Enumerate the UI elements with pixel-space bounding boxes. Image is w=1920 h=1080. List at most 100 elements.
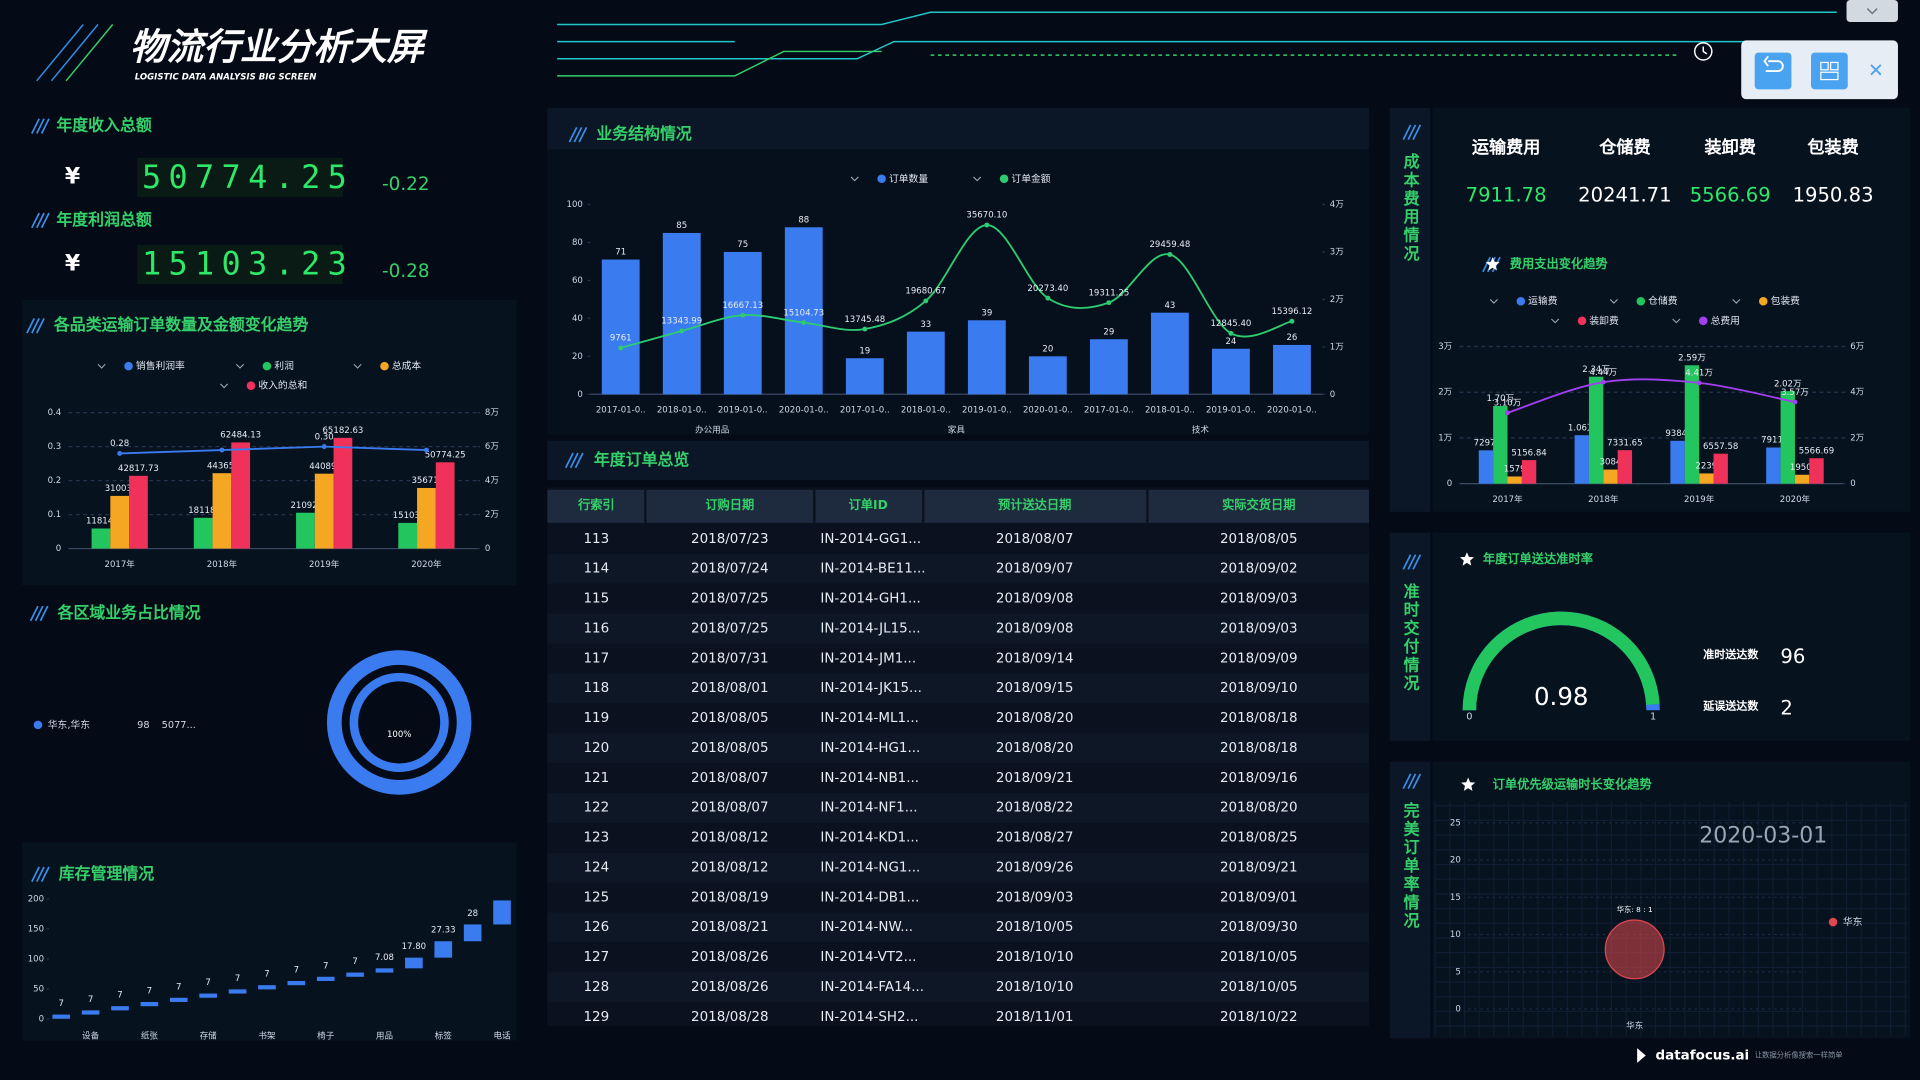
hatch-icon — [39, 605, 49, 622]
line-point — [117, 450, 123, 456]
hatch-icon — [1407, 773, 1417, 789]
table-cell: IN-2014-NG1... — [820, 860, 920, 875]
data-label: 3.57万 — [1781, 388, 1809, 398]
x-tick-label: 2019年 — [1684, 493, 1715, 505]
stat-label: 准时送达数 — [1703, 647, 1759, 661]
table-cell: IN-2014-JL15... — [820, 621, 920, 636]
table-cell: 2018/09/01 — [1220, 890, 1298, 905]
bar — [723, 251, 762, 395]
hatch-icon — [1412, 554, 1422, 570]
x-tick-label: 2020年 — [1780, 493, 1811, 505]
table-cell: 2018/07/25 — [691, 592, 769, 607]
y-tick-label: 200 — [28, 894, 44, 904]
column-header: 订购日期 — [705, 497, 754, 512]
y-tick-label: 15 — [1450, 893, 1461, 903]
legend-marker — [1636, 296, 1646, 306]
bar — [140, 1001, 159, 1007]
column-header: 预计送达日期 — [998, 497, 1071, 512]
dashboard-title: 物流行业分析大屏 — [130, 25, 428, 68]
data-label: 1579 — [1504, 465, 1526, 475]
table-row — [547, 822, 1369, 853]
x-tick-label: 2017-01-0.. — [840, 406, 890, 416]
table-cell: 2018/09/03 — [1220, 621, 1298, 636]
table-row — [547, 763, 1369, 793]
y-tick-label: 150 — [28, 924, 44, 934]
gauge-max: 1 — [1650, 711, 1656, 722]
back-button[interactable] — [1754, 52, 1792, 90]
data-label: 7 — [235, 974, 240, 984]
data-label: 12845.40 — [1210, 319, 1251, 329]
data-label: 7 — [147, 986, 152, 996]
section-title: 成本费用情况 — [1401, 152, 1420, 263]
data-label: 9384. — [1665, 429, 1690, 439]
x-tick-label: 2020-01-0.. — [1267, 406, 1317, 416]
dropdown-caret — [220, 383, 229, 389]
star-icon — [1485, 257, 1500, 271]
hatch-icon — [578, 126, 588, 143]
line-point — [321, 444, 327, 450]
table-cell: 2018/09/26 — [996, 860, 1074, 875]
cost-label: 装卸费 — [1704, 137, 1756, 158]
hatch-icon — [35, 866, 45, 883]
y2-tick-label: 6万 — [1850, 342, 1864, 352]
table-row — [547, 733, 1369, 764]
data-label: 20273.40 — [1027, 284, 1068, 294]
line-point — [219, 447, 225, 453]
table-cell: 113 — [583, 532, 609, 547]
table-cell: 2018/08/26 — [691, 980, 769, 995]
table-cell: 2018/10/05 — [996, 920, 1074, 935]
table-cell: 114 — [583, 562, 609, 577]
y2-tick-label: 2万 — [1850, 433, 1864, 443]
table-cell: 122 — [583, 801, 609, 816]
y-tick-label: 100 — [567, 200, 583, 210]
data-label: 2239 — [1695, 462, 1717, 472]
data-label: 88 — [798, 215, 809, 225]
x-tick-label: 2018年 — [207, 558, 238, 570]
cost-label: 包装费 — [1807, 137, 1858, 158]
line-point — [1106, 300, 1112, 306]
bar — [1670, 440, 1685, 484]
table-row — [547, 703, 1369, 734]
bar — [1493, 405, 1508, 484]
legend-marker — [262, 361, 272, 371]
data-label: 19311.25 — [1088, 288, 1129, 298]
y-tick-label: 1万 — [1438, 433, 1452, 443]
kpi-label: 年度利润总额 — [56, 210, 152, 229]
dropdown-caret — [1609, 298, 1618, 304]
x-tick-label: 2018-01-0.. — [1145, 406, 1195, 416]
table-row — [547, 912, 1369, 943]
table-cell: 2018/08/22 — [996, 801, 1074, 816]
cost-value: 20241.71 — [1578, 183, 1671, 206]
legend-marker — [1758, 296, 1768, 306]
dropdown-caret — [235, 363, 245, 369]
y-tick-label: 0 — [577, 390, 582, 400]
line-point — [984, 222, 990, 228]
data-label: 1.70万 — [1486, 394, 1514, 404]
bar — [1089, 339, 1128, 395]
table-cell: IN-2014-KD1... — [820, 831, 919, 846]
table-cell: 118 — [583, 681, 609, 696]
data-label: 13343.99 — [661, 317, 702, 327]
timeline-label: 2020-03-01 — [1699, 823, 1827, 848]
bar — [906, 331, 945, 395]
dropdown-caret — [1551, 318, 1560, 324]
data-label: 7 — [323, 961, 328, 971]
data-label: 11814. — [86, 517, 116, 527]
layout-button[interactable] — [1811, 52, 1848, 90]
legend-label: 销售利润率 — [136, 359, 185, 372]
close-button[interactable] — [1870, 64, 1882, 76]
bar — [91, 528, 111, 549]
dropdown-caret — [973, 176, 982, 182]
legend-label: 总费用 — [1711, 314, 1740, 327]
table-clip — [547, 1026, 1369, 1041]
y-tick-label: 60 — [572, 276, 583, 286]
hatch-icon — [31, 866, 40, 883]
table-cell: 128 — [583, 980, 609, 995]
hatch-icon — [31, 118, 40, 134]
kpi-value: 15103.23 — [142, 245, 354, 283]
bar — [333, 437, 353, 549]
bar — [845, 358, 884, 395]
chart-title: 库存管理情况 — [59, 864, 155, 883]
table-cell: 2018/07/23 — [691, 532, 769, 547]
data-label: 42817.73 — [118, 464, 159, 474]
